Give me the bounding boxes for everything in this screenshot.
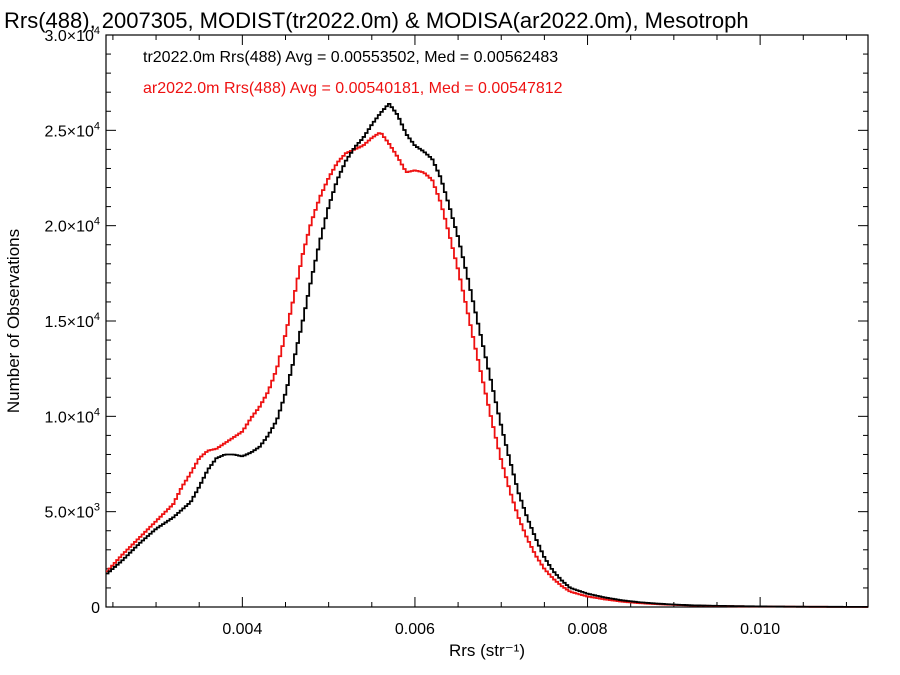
y-tick-mantissa: 3.0×10 [44, 28, 93, 45]
series-layer [106, 102, 868, 608]
x-axis-label: Rrs (str⁻¹) [449, 641, 525, 660]
y-tick-mantissa: 2.0×10 [44, 219, 93, 236]
y-axis-label: Number of Observations [4, 229, 23, 413]
series-line-black [106, 102, 868, 608]
y-tick-exponent: 4 [94, 25, 100, 37]
y-tick-label: 0 [91, 600, 100, 617]
series-line-red [106, 132, 868, 608]
x-axis: 0.004 0.006 0.008 0.010 [112, 35, 847, 638]
legend: tr2022.0m Rrs(488) Avg = 0.00553502, Med… [143, 49, 563, 97]
y-tick-label: 5.0×103 [44, 502, 100, 522]
y-tick-exponent: 3 [94, 502, 100, 514]
y-tick-mantissa: 5.0×10 [44, 505, 93, 522]
x-tick-label: 0.006 [395, 621, 435, 638]
legend-entry-red: ar2022.0m Rrs(488) Avg = 0.00540181, Med… [143, 80, 563, 97]
y-tick-exponent: 4 [94, 406, 100, 418]
y-tick-mantissa: 1.5×10 [44, 314, 93, 331]
y-tick-mantissa: 2.5×10 [44, 123, 93, 140]
y-tick-label: 1.0×104 [44, 406, 100, 426]
chart-title: Rrs(488), 2007305, MODIST(tr2022.0m) & M… [4, 8, 749, 33]
y-tick-mantissa: 0 [91, 600, 100, 617]
y-tick-label: 2.5×104 [44, 120, 100, 140]
y-tick-exponent: 4 [94, 311, 100, 323]
x-tick-label: 0.008 [568, 621, 608, 638]
y-tick-label: 2.0×104 [44, 216, 100, 236]
plot-area: 0.004 0.006 0.008 0.010 05.0×1031.0×1041.5×… [44, 25, 869, 638]
y-tick-exponent: 4 [94, 216, 100, 228]
y-tick-mantissa: 1.0×10 [44, 409, 93, 426]
legend-entry-black: tr2022.0m Rrs(488) Avg = 0.00553502, Med… [143, 49, 558, 66]
y-tick-label: 1.5×104 [44, 311, 100, 331]
y-axis: 05.0×1031.0×1041.5×1042.0×1042.5×1043.0×… [44, 25, 868, 617]
y-tick-label: 3.0×104 [44, 25, 100, 45]
y-tick-exponent: 4 [94, 120, 100, 132]
plot-frame [105, 34, 869, 608]
x-tick-label: 0.010 [740, 621, 780, 638]
x-tick-label: 0.004 [222, 621, 262, 638]
